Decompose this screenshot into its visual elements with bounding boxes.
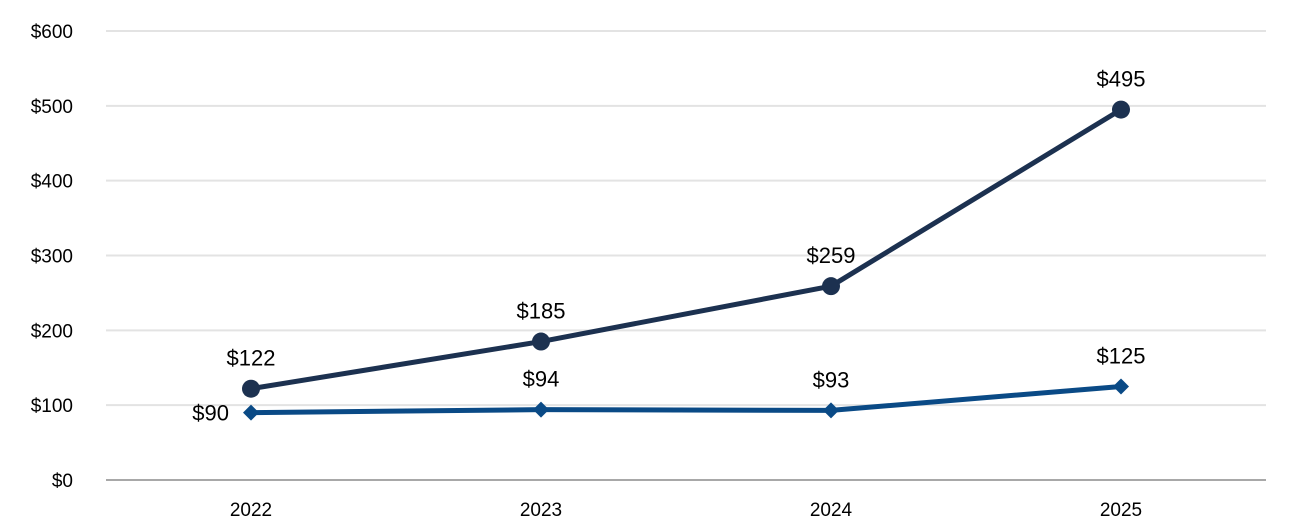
data-point-circle xyxy=(242,379,260,398)
data-label: $122 xyxy=(227,346,276,371)
data-label: $93 xyxy=(813,367,850,392)
data-labels: $122 $185 $259 $495 $90 $94 $93 $125 xyxy=(192,67,1145,426)
data-label: $90 xyxy=(192,401,229,426)
x-tick-label: 2023 xyxy=(520,500,562,521)
y-tick-label: $300 xyxy=(31,247,73,268)
y-tick-label: $200 xyxy=(31,321,73,342)
data-point-circle xyxy=(532,332,550,351)
gridlines xyxy=(106,30,1266,407)
data-point-diamond xyxy=(533,401,549,418)
data-label: $495 xyxy=(1097,67,1146,92)
data-label: $125 xyxy=(1097,343,1146,368)
series-2 xyxy=(243,378,1129,421)
data-point-diamond xyxy=(823,402,839,419)
x-tick-label: 2022 xyxy=(230,500,272,521)
x-tick-label: 2024 xyxy=(810,500,853,521)
data-label: $185 xyxy=(517,299,566,324)
data-point-circle xyxy=(822,277,840,296)
y-axis: $0 $100 $200 $300 $400 $500 $600 xyxy=(31,22,73,492)
x-axis: 2022 2023 2024 2025 xyxy=(106,479,1266,521)
data-label: $94 xyxy=(523,367,560,392)
x-tick-label: 2025 xyxy=(1100,500,1142,521)
data-point-circle xyxy=(1112,100,1130,119)
y-tick-label: $400 xyxy=(31,172,73,193)
series-line xyxy=(248,383,1124,416)
y-tick-label: $600 xyxy=(31,22,73,43)
series-layer xyxy=(242,100,1130,421)
series-1 xyxy=(242,100,1130,398)
y-tick-label: $100 xyxy=(31,396,73,417)
data-point-diamond xyxy=(243,404,259,421)
y-tick-label: $500 xyxy=(31,97,73,118)
data-point-diamond xyxy=(1113,378,1129,395)
data-label: $259 xyxy=(807,243,856,268)
series-line xyxy=(248,107,1124,392)
y-tick-label: $0 xyxy=(52,471,73,492)
